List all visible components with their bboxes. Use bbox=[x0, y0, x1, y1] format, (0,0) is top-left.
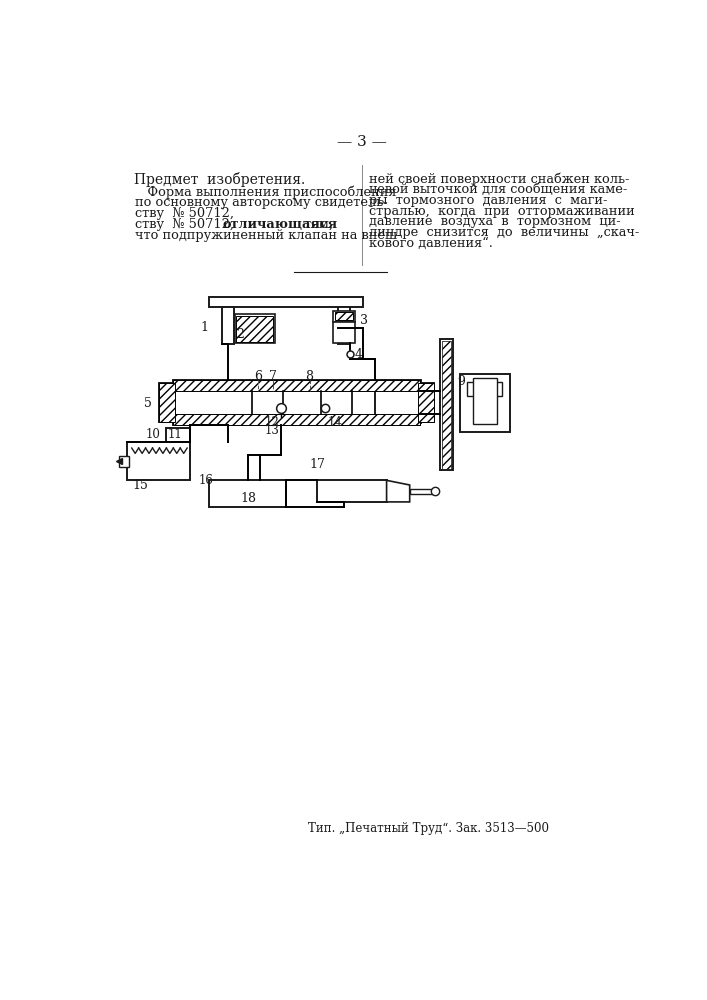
Text: ству  № 50712,: ству № 50712, bbox=[135, 218, 234, 231]
Text: 9: 9 bbox=[457, 375, 465, 388]
Text: кового давления“.: кового давления“. bbox=[369, 237, 493, 250]
Bar bbox=[127, 442, 190, 480]
Text: 10: 10 bbox=[146, 428, 161, 441]
Bar bbox=[119, 456, 129, 466]
Bar bbox=[460, 374, 510, 432]
Bar bbox=[173, 414, 420, 425]
Text: ры  тормозного  давления  с  маги-: ры тормозного давления с маги- bbox=[369, 194, 607, 207]
Text: тем,: тем, bbox=[300, 218, 332, 231]
Text: 3: 3 bbox=[360, 314, 368, 327]
Text: 17: 17 bbox=[310, 458, 325, 471]
Bar bbox=[375, 380, 421, 423]
Bar bbox=[222, 307, 234, 344]
Bar bbox=[409, 489, 433, 494]
Text: что подпружиненный клапан на внеш-: что подпружиненный клапан на внеш- bbox=[135, 229, 402, 242]
Text: 8: 8 bbox=[305, 370, 314, 383]
Bar bbox=[317, 480, 387, 502]
Text: Предмет  изобретения.: Предмет изобретения. bbox=[134, 172, 305, 187]
Text: — 3 —: — 3 — bbox=[337, 135, 387, 149]
Text: линдре  снизится  до  величины  „скач-: линдре снизится до величины „скач- bbox=[369, 226, 639, 239]
Text: 12: 12 bbox=[264, 416, 279, 429]
Text: 2: 2 bbox=[236, 328, 245, 341]
Text: 13: 13 bbox=[264, 424, 279, 437]
Bar bbox=[209, 297, 363, 307]
Bar bbox=[467, 382, 502, 396]
Text: 11: 11 bbox=[168, 428, 182, 441]
Text: Тип. „Печатный Труд“. Зак. 3513—500: Тип. „Печатный Труд“. Зак. 3513—500 bbox=[308, 822, 549, 835]
Text: 15: 15 bbox=[132, 479, 148, 492]
Bar bbox=[160, 383, 175, 422]
Text: 14: 14 bbox=[327, 416, 342, 429]
Bar bbox=[418, 383, 433, 422]
Bar bbox=[173, 391, 420, 414]
Bar bbox=[173, 380, 420, 391]
Text: 7: 7 bbox=[269, 370, 277, 383]
Bar bbox=[442, 341, 451, 469]
Polygon shape bbox=[387, 480, 409, 502]
Text: 4: 4 bbox=[355, 348, 363, 361]
Text: стралью,  когда  при  оттормаживании: стралью, когда при оттормаживании bbox=[369, 205, 635, 218]
Text: 5: 5 bbox=[144, 397, 152, 410]
Text: ней своей поверхности снабжен коль-: ней своей поверхности снабжен коль- bbox=[369, 172, 629, 186]
Bar bbox=[173, 414, 420, 425]
Text: отличающаяся: отличающаяся bbox=[223, 218, 338, 231]
Bar bbox=[165, 428, 190, 460]
Text: 1: 1 bbox=[200, 321, 208, 334]
Bar bbox=[338, 307, 351, 344]
Bar bbox=[440, 339, 452, 470]
Bar bbox=[335, 312, 354, 320]
Text: давление  воздуха  в  тормозном  ци-: давление воздуха в тормозном ци- bbox=[369, 215, 621, 228]
Bar bbox=[334, 322, 355, 343]
Text: 18: 18 bbox=[240, 492, 256, 505]
Text: цевой выточкой для сообщения каме-: цевой выточкой для сообщения каме- bbox=[369, 183, 627, 196]
Bar bbox=[173, 380, 420, 391]
Bar bbox=[473, 378, 498, 424]
Text: по основному авторскому свидетель-: по основному авторскому свидетель- bbox=[135, 196, 387, 209]
Text: 6: 6 bbox=[254, 370, 262, 383]
Bar bbox=[236, 316, 274, 342]
Bar bbox=[334, 311, 355, 322]
Bar bbox=[209, 480, 286, 507]
Text: 16: 16 bbox=[198, 474, 213, 487]
Bar bbox=[235, 314, 275, 343]
Text: Форма выполнения приспособления: Форма выполнения приспособления bbox=[135, 185, 396, 199]
Text: ству  № 50712,: ству № 50712, bbox=[135, 207, 234, 220]
Bar bbox=[418, 383, 433, 422]
Bar bbox=[160, 383, 175, 422]
